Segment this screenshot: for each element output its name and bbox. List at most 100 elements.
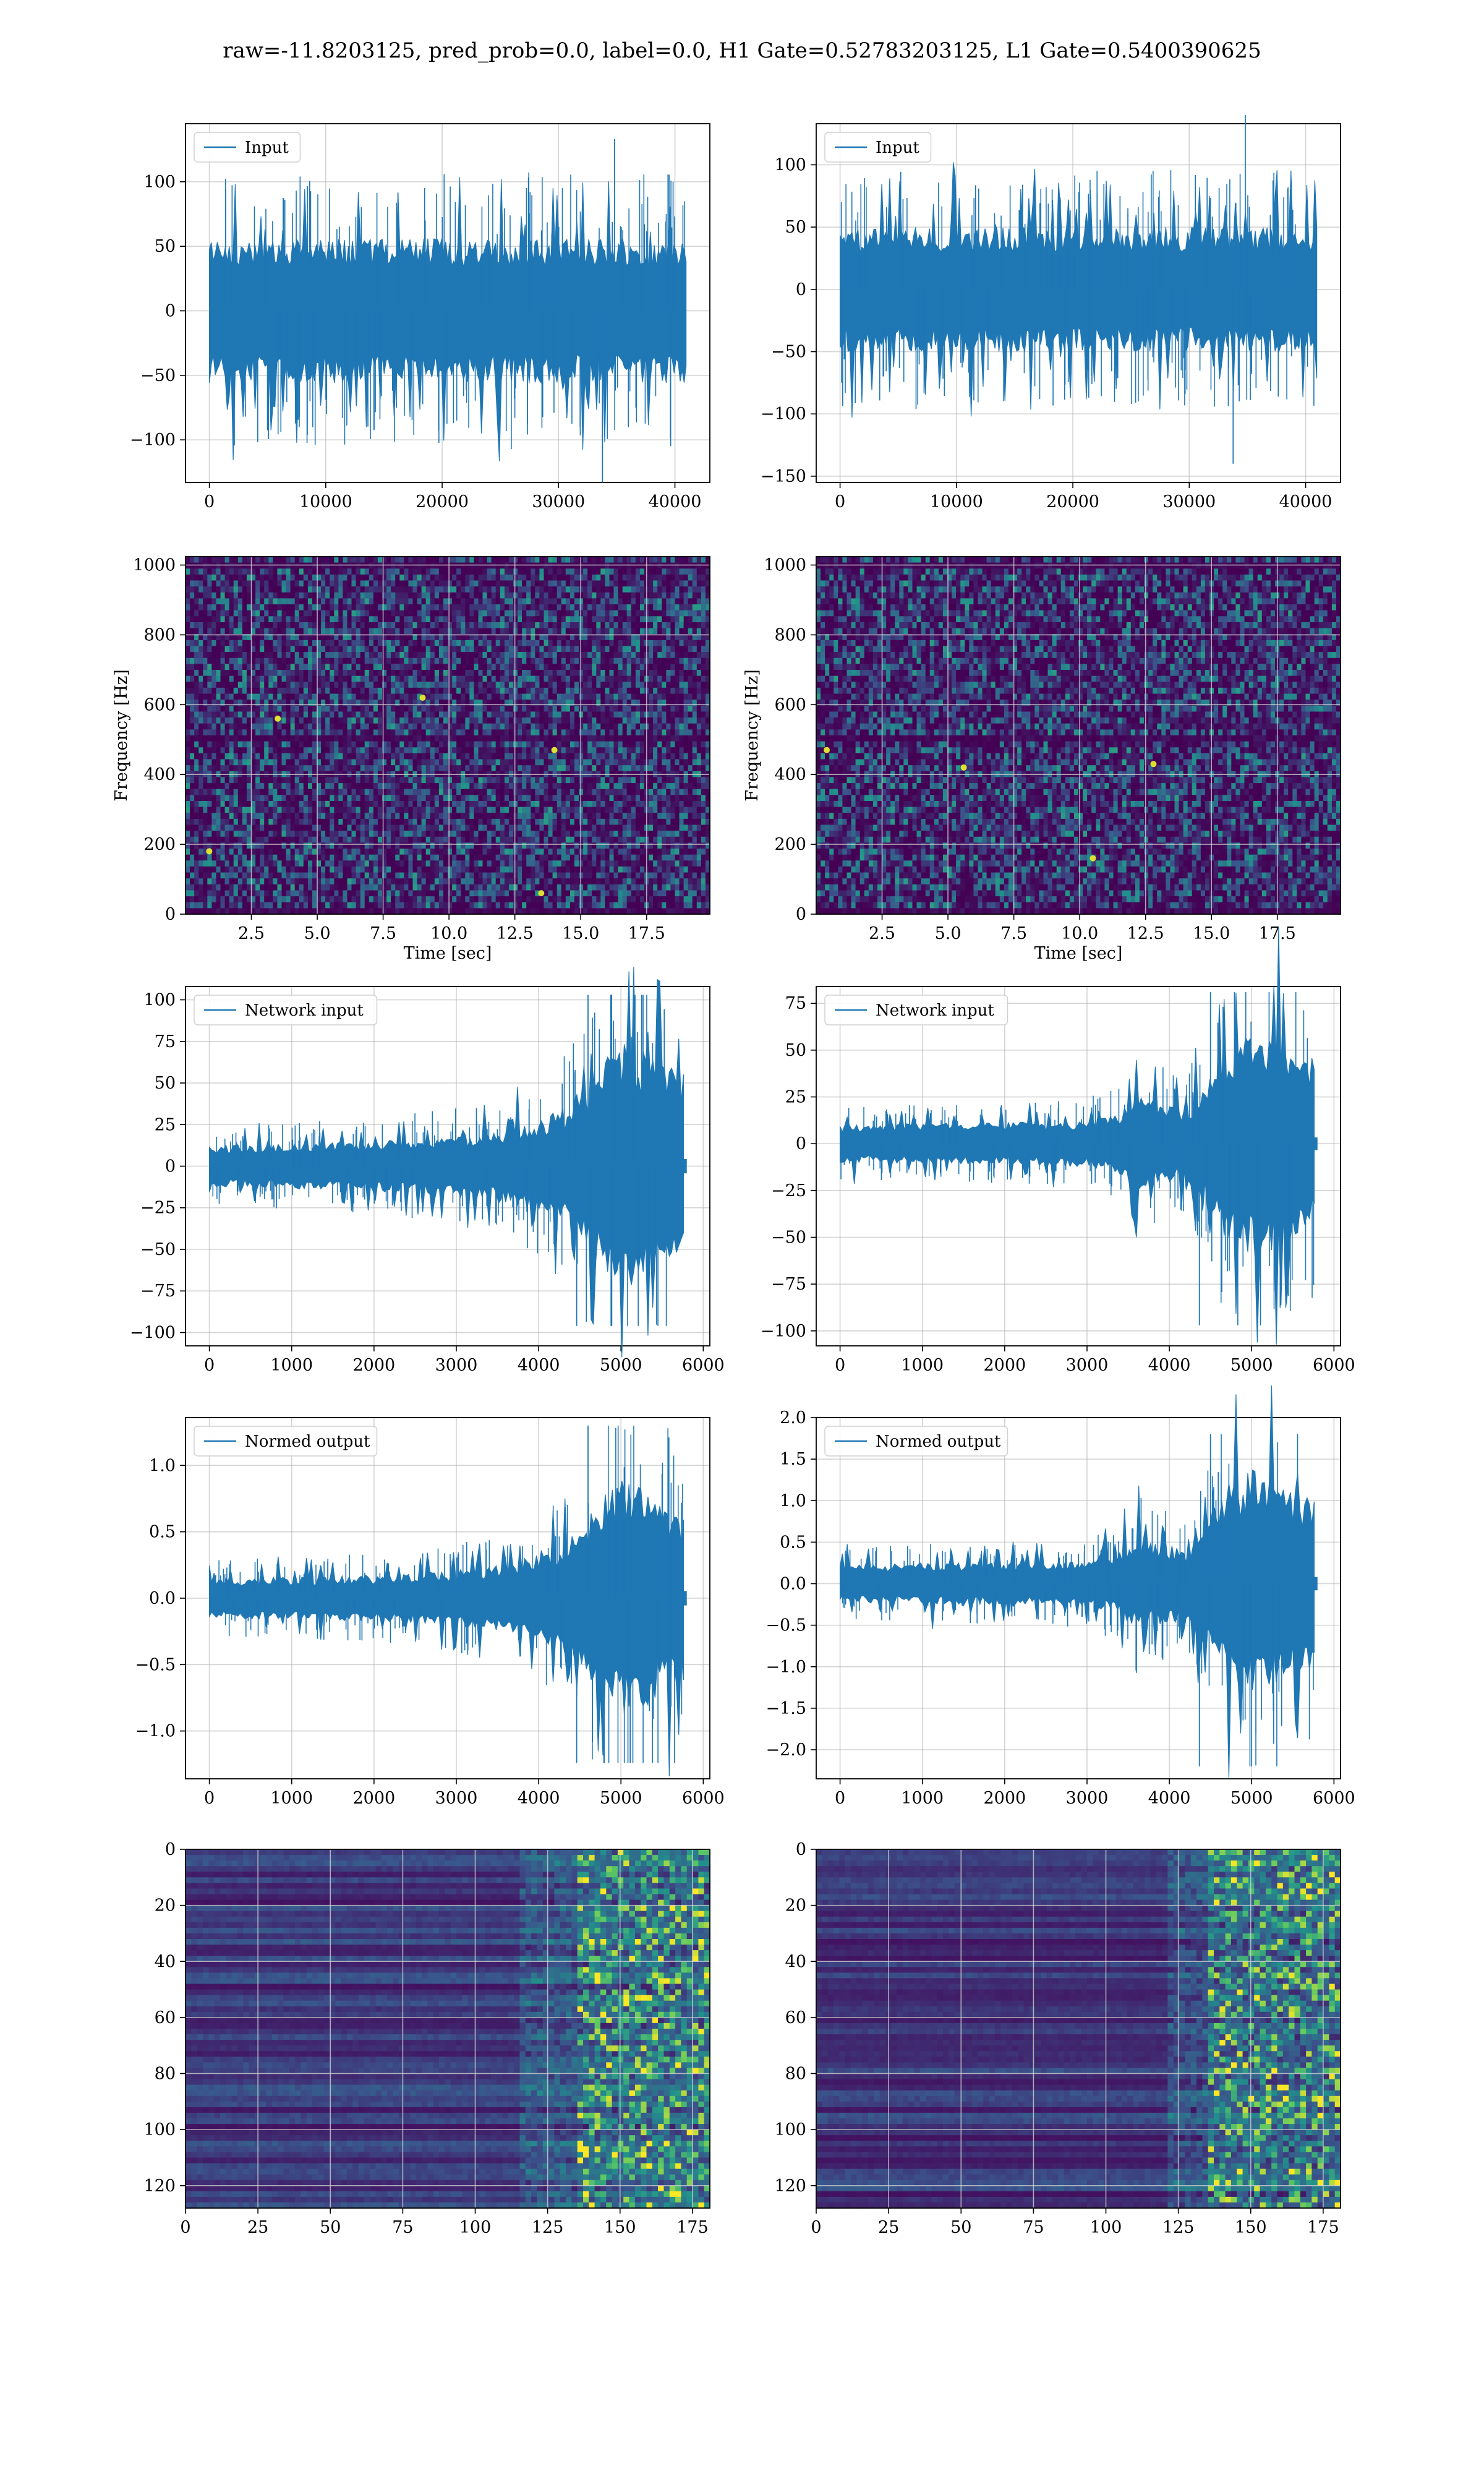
- heatmap-cell: [544, 593, 549, 599]
- heatmap-cell: [483, 640, 488, 646]
- heatmap-cell: [360, 622, 365, 628]
- heatmap-cell: [513, 753, 518, 760]
- heatmap-cell: [234, 742, 239, 748]
- heatmap-cell: [513, 724, 518, 730]
- heatmap-cell: [369, 628, 374, 635]
- heatmap-cell: [653, 604, 658, 610]
- heatmap-cell: [675, 717, 680, 724]
- heatmap-cell: [636, 604, 641, 610]
- heatmap-cell: [614, 593, 619, 599]
- heatmap-cell: [348, 760, 352, 766]
- heatmap-cell: [596, 604, 601, 610]
- heatmap-cell: [426, 575, 431, 581]
- heatmap-cell: [657, 640, 662, 646]
- heatmap-cell: [505, 628, 510, 635]
- heatmap-cell: [343, 563, 348, 569]
- heatmap-cell: [465, 568, 470, 575]
- heatmap-cell: [539, 652, 544, 658]
- heatmap-cell: [352, 717, 357, 724]
- heatmap-cell: [286, 616, 291, 622]
- heatmap-cell: [304, 616, 309, 622]
- heatmap-cell: [640, 724, 645, 730]
- heatmap-cell: [286, 682, 291, 688]
- heatmap-cell: [282, 694, 287, 700]
- heatmap-cell: [238, 712, 243, 718]
- heatmap-cell: [662, 747, 667, 753]
- heatmap-cell: [561, 610, 566, 617]
- heatmap-cell: [373, 575, 378, 581]
- heatmap-cell: [505, 581, 510, 587]
- heatmap-cell: [430, 593, 435, 599]
- heatmap-cell: [479, 706, 484, 712]
- heatmap-cell: [544, 717, 549, 724]
- heatmap-cell: [566, 604, 571, 610]
- heatmap-cell: [662, 694, 667, 700]
- y-tick-label: 0: [796, 280, 806, 299]
- heatmap-cell: [657, 622, 662, 628]
- heatmap-cell: [247, 598, 252, 604]
- heatmap-cell: [680, 598, 684, 604]
- heatmap-cell: [526, 729, 531, 735]
- heatmap-cell: [422, 777, 427, 783]
- heatmap-cell: [356, 646, 361, 653]
- heatmap-cell: [238, 568, 243, 575]
- heatmap-cell: [426, 646, 431, 653]
- heatmap-cell: [518, 670, 522, 676]
- heatmap-cell: [557, 747, 562, 753]
- heatmap-cell: [234, 575, 239, 581]
- heatmap-cell: [623, 640, 628, 646]
- heatmap-cell: [186, 777, 190, 783]
- heatmap-cell: [693, 688, 697, 694]
- heatmap-cell: [513, 717, 518, 724]
- heatmap-cell: [697, 706, 702, 712]
- heatmap-cell: [238, 622, 243, 628]
- heatmap-cell: [469, 610, 474, 617]
- heatmap-cell: [348, 724, 352, 730]
- heatmap-cell: [675, 586, 680, 593]
- heatmap-cell: [443, 604, 448, 610]
- heatmap-cell: [461, 586, 466, 593]
- heatmap-cell: [321, 557, 326, 563]
- heatmap-cell: [321, 593, 326, 599]
- heatmap-cell: [627, 646, 632, 653]
- heatmap-cell: [299, 593, 304, 599]
- heatmap-cell: [211, 557, 216, 563]
- heatmap-cell: [614, 688, 619, 694]
- heatmap-cell: [268, 593, 273, 599]
- heatmap-cell: [348, 747, 352, 753]
- heatmap-cell: [291, 598, 296, 604]
- heatmap-cell: [325, 765, 330, 771]
- heatmap-cell: [338, 676, 343, 682]
- heatmap-cell: [242, 670, 247, 676]
- heatmap-cell: [435, 717, 440, 724]
- heatmap-cell: [631, 593, 636, 599]
- heatmap-cell: [614, 664, 619, 670]
- heatmap-cell: [211, 676, 216, 682]
- heatmap-cell: [566, 593, 571, 599]
- heatmap-cell: [395, 777, 400, 783]
- heatmap-cell: [614, 747, 619, 753]
- heatmap-cell: [234, 652, 239, 658]
- heatmap-cell: [203, 729, 208, 735]
- heatmap-cell: [592, 610, 597, 617]
- heatmap-cell: [461, 604, 466, 610]
- heatmap-cell: [439, 568, 444, 575]
- heatmap-cell: [583, 682, 588, 688]
- heatmap-cell: [439, 765, 444, 771]
- heatmap-cell: [675, 747, 680, 753]
- heatmap-cell: [614, 581, 619, 587]
- heatmap-cell: [657, 717, 662, 724]
- heatmap-cell: [255, 682, 260, 688]
- heatmap-cell: [343, 586, 348, 593]
- heatmap-cell: [190, 664, 195, 670]
- heatmap-cell: [211, 652, 216, 658]
- heatmap-cell: [255, 575, 260, 581]
- heatmap-cell: [430, 688, 435, 694]
- heatmap-cell: [242, 640, 247, 646]
- heatmap-cell: [186, 563, 190, 569]
- heatmap-cell: [247, 724, 252, 730]
- heatmap-cell: [286, 735, 291, 742]
- heatmap-cell: [469, 616, 474, 622]
- heatmap-cell: [701, 664, 706, 670]
- heatmap-cell: [522, 604, 527, 610]
